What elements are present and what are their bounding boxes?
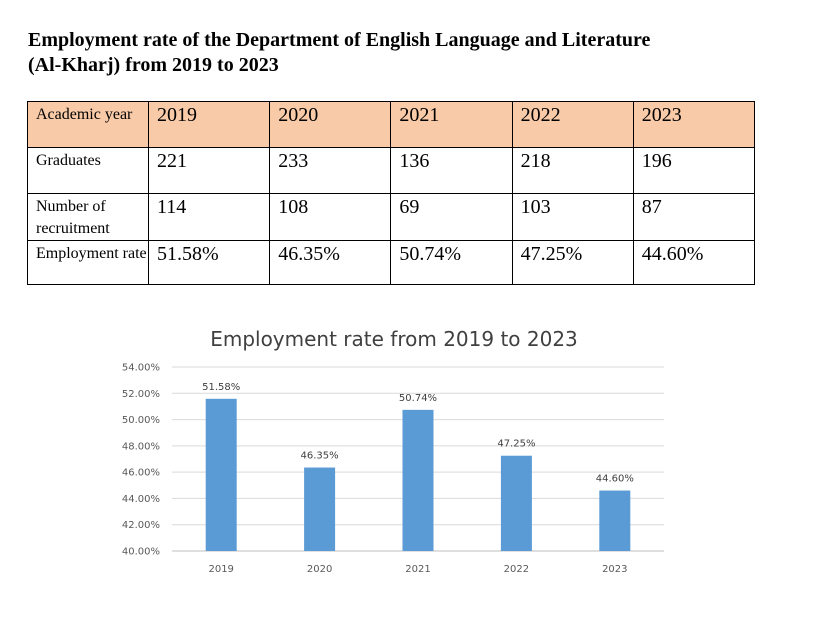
- chart-bar: [304, 467, 336, 551]
- y-tick-label: 48.00%: [122, 441, 160, 452]
- table-header-year: 2023: [632, 101, 756, 148]
- table-cell: 51.58%: [147, 240, 271, 285]
- table-cell: 108: [269, 193, 392, 241]
- y-tick-label: 44.00%: [122, 494, 160, 505]
- chart-y-axis: 40.00% 42.00% 44.00% 46.00% 48.00% 50.00% 52.0…: [122, 363, 160, 558]
- y-tick-label: 50.00%: [122, 415, 160, 426]
- chart-x-axis: 2019 2020 2021 2022 2023: [208, 564, 627, 575]
- bar-data-label: 50.74%: [399, 393, 437, 404]
- chart-bar: [205, 398, 237, 551]
- table-row: Number of recruitment 114 108 69 103 87: [27, 193, 756, 241]
- table-cell: 47.25%: [511, 240, 634, 285]
- chart-title: Employment rate from 2019 to 2023: [210, 327, 578, 351]
- table-header-year: 2021: [390, 101, 513, 148]
- table-cell: 114: [147, 193, 271, 241]
- table-cell: 218: [511, 147, 634, 194]
- bar-data-label: 46.35%: [301, 451, 339, 462]
- table-header-year: 2020: [269, 101, 392, 148]
- employment-table: Academic year 2019 2020 2021 2022 2023 G…: [27, 101, 756, 285]
- table-row-label: Number of recruitment: [27, 193, 149, 241]
- bar-data-label: 47.25%: [497, 439, 535, 450]
- document-title-line-2: (Al-Kharj) from 2019 to 2023: [28, 54, 279, 76]
- x-tick-label: 2019: [208, 564, 233, 575]
- chart-bars: [205, 398, 631, 551]
- y-tick-label: 52.00%: [122, 389, 160, 400]
- document-title: Employment rate of the Department of Eng…: [28, 28, 788, 78]
- table-header-row: Academic year 2019 2020 2021 2022 2023: [27, 101, 756, 148]
- bar-data-label: 44.60%: [596, 474, 634, 485]
- chart-data-labels: 51.58% 46.35% 50.74% 47.25% 44.60%: [202, 382, 634, 485]
- table-cell: 69: [390, 193, 513, 241]
- x-tick-label: 2022: [504, 564, 529, 575]
- table-cell: 136: [390, 147, 513, 194]
- table-cell: 44.60%: [632, 240, 756, 285]
- y-tick-label: 42.00%: [122, 520, 160, 531]
- table-header-label: Academic year: [27, 101, 149, 148]
- y-tick-label: 40.00%: [122, 547, 160, 558]
- table-row-label: Graduates: [27, 147, 149, 194]
- x-tick-label: 2023: [602, 564, 627, 575]
- table-cell: 196: [632, 147, 756, 194]
- y-tick-label: 46.00%: [122, 468, 160, 479]
- table-header-year: 2022: [511, 101, 634, 148]
- x-tick-label: 2020: [307, 564, 332, 575]
- chart-bar: [599, 490, 631, 551]
- bar-data-label: 51.58%: [202, 382, 240, 393]
- x-tick-label: 2021: [405, 564, 430, 575]
- chart-bar: [402, 409, 434, 551]
- document-title-line-1: Employment rate of the Department of Eng…: [28, 29, 651, 51]
- table-cell: 50.74%: [390, 240, 513, 285]
- table-row: Graduates 221 233 136 218 196: [27, 147, 756, 194]
- y-tick-label: 54.00%: [122, 363, 160, 374]
- table-row: Employment rate 51.58% 46.35% 50.74% 47.…: [27, 240, 756, 285]
- chart-bar: [500, 455, 532, 551]
- table-header-year: 2019: [147, 101, 271, 148]
